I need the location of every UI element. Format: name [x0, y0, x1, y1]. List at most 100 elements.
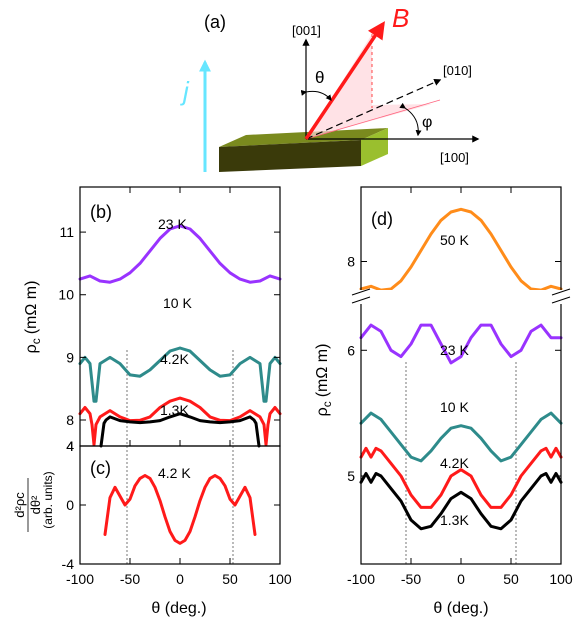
- d-series-3-point: [369, 455, 373, 459]
- d-series-1-point: [379, 330, 383, 333]
- b-series-1-point: [168, 349, 172, 353]
- d-series-3-point: [529, 462, 533, 465]
- d-series-4-point: [364, 472, 368, 475]
- d-series-0-point: [529, 287, 533, 291]
- d-series-3-point: [374, 447, 378, 450]
- d-series-3-point: [409, 493, 413, 497]
- d-series-4-point: [409, 518, 413, 522]
- b-ytick-label: 4: [66, 438, 74, 454]
- d-series-label-23k: 23 K: [440, 342, 469, 358]
- d-series-4-point: [479, 512, 483, 515]
- b-series-2-point: [88, 412, 92, 415]
- axis-001-label: [001]: [292, 23, 321, 38]
- b-series-3-point: [138, 421, 142, 424]
- b-series-1-point: [262, 400, 266, 403]
- d-series-2-point: [469, 427, 473, 430]
- b-series-2-point: [90, 423, 94, 426]
- d-series-4-point: [539, 474, 543, 478]
- b-series-1-point: [88, 362, 92, 365]
- d-series-0-point: [499, 249, 503, 252]
- axis-010-label: [010]: [443, 63, 472, 78]
- d-series-1-point: [399, 355, 403, 358]
- b-series-1-point: [198, 359, 202, 362]
- d-series-1-point: [549, 336, 553, 339]
- d-series-3-point: [544, 447, 548, 450]
- c-ytick-label: -4: [62, 556, 75, 572]
- d-xtick-label: -100: [347, 571, 375, 587]
- d-series-3-point: [499, 506, 503, 509]
- d-series-1-point: [509, 355, 513, 358]
- b-series-1-point: [94, 400, 98, 403]
- d-ylabel: ρc (mΩ m): [314, 344, 334, 417]
- c-series-0-point: [123, 503, 127, 507]
- d-series-4-point: [489, 525, 493, 528]
- c-series-0-point: [108, 496, 112, 499]
- b-series-1-point: [178, 346, 182, 350]
- c-ylabel: d²ρc dθ² (arb. units): [12, 471, 55, 532]
- d-series-0-point: [509, 265, 513, 269]
- c-series-0-point: [173, 539, 177, 542]
- b-series-line-0: [78, 224, 282, 284]
- c-series-0-point: [153, 486, 157, 489]
- d-series-4-point: [379, 474, 383, 478]
- d-series-2-point: [419, 459, 423, 463]
- d-series-3-point: [469, 474, 473, 478]
- c-series-0-point: [233, 503, 237, 507]
- d-series-3-point: [554, 447, 558, 450]
- b-series-1-point: [158, 359, 162, 362]
- d-xtick-label: 0: [457, 571, 465, 587]
- d-series-1-point: [539, 323, 543, 327]
- c-xlabel: θ (deg.): [151, 600, 206, 617]
- d-series-2-point: [499, 459, 503, 463]
- b-series-3-point: [168, 415, 172, 419]
- b-series-3-point: [254, 422, 258, 425]
- b-series-1-point: [248, 356, 252, 359]
- d-series-4-point: [439, 512, 443, 515]
- b-series-3-point: [108, 415, 112, 419]
- d-series-2-point: [519, 443, 523, 446]
- d-series-0-point: [459, 208, 463, 211]
- d-series-2-point: [529, 430, 533, 434]
- c-ytick-label: 0: [66, 497, 74, 513]
- field-label: B: [392, 3, 409, 33]
- c-series-0-point: [118, 494, 122, 498]
- d-series-2-point: [389, 430, 393, 434]
- d-series-0-point: [429, 232, 433, 236]
- b-ytick-label: 9: [66, 349, 74, 365]
- b-series-1-point: [268, 362, 272, 365]
- b-series-0-point: [138, 262, 142, 265]
- current-label: j: [180, 76, 190, 106]
- b-series-0-point: [198, 237, 202, 240]
- d-series-0-point: [479, 219, 483, 222]
- d-series-3-point: [439, 493, 443, 497]
- d-series-3-point: [379, 449, 383, 453]
- b-series-0-point: [188, 227, 192, 231]
- b-series-2-point: [94, 423, 98, 426]
- c-series-0-point: [238, 494, 242, 498]
- panel-d-chart: 5 6 8 -100 -50 0 50 100 (d) 50 K 23 K 10 K 4.2K…: [314, 186, 573, 617]
- c-ytick-label: 4: [66, 438, 74, 454]
- phi-arc: [399, 102, 422, 137]
- c-xtick-label: -50: [120, 571, 140, 587]
- b-series-2-point: [188, 400, 192, 403]
- b-series-2-point: [92, 443, 96, 446]
- d-xtick-label: -50: [401, 571, 421, 587]
- b-series-1-point: [208, 368, 212, 372]
- d-series-2-point: [379, 418, 383, 421]
- d-series-3-point: [389, 462, 393, 465]
- d-series-3-point: [519, 474, 523, 478]
- b-series-3-point: [248, 415, 252, 419]
- b-series-3-point: [218, 421, 222, 424]
- field-plane: [306, 34, 432, 139]
- d-series-4-point: [469, 497, 473, 500]
- b-series-0-point: [168, 227, 172, 231]
- d-series-0-point: [369, 285, 373, 288]
- b-series-1-point: [228, 373, 232, 377]
- d-series-4-point: [529, 487, 533, 490]
- b-ylabel: ρc (mΩ m): [23, 281, 43, 354]
- d-series-0-point: [519, 279, 523, 282]
- c-ylabel-units: (arb. units): [41, 471, 55, 528]
- b-series-3-point: [208, 420, 212, 424]
- d-series-0-point: [399, 279, 403, 282]
- b-series-2-point: [178, 396, 182, 400]
